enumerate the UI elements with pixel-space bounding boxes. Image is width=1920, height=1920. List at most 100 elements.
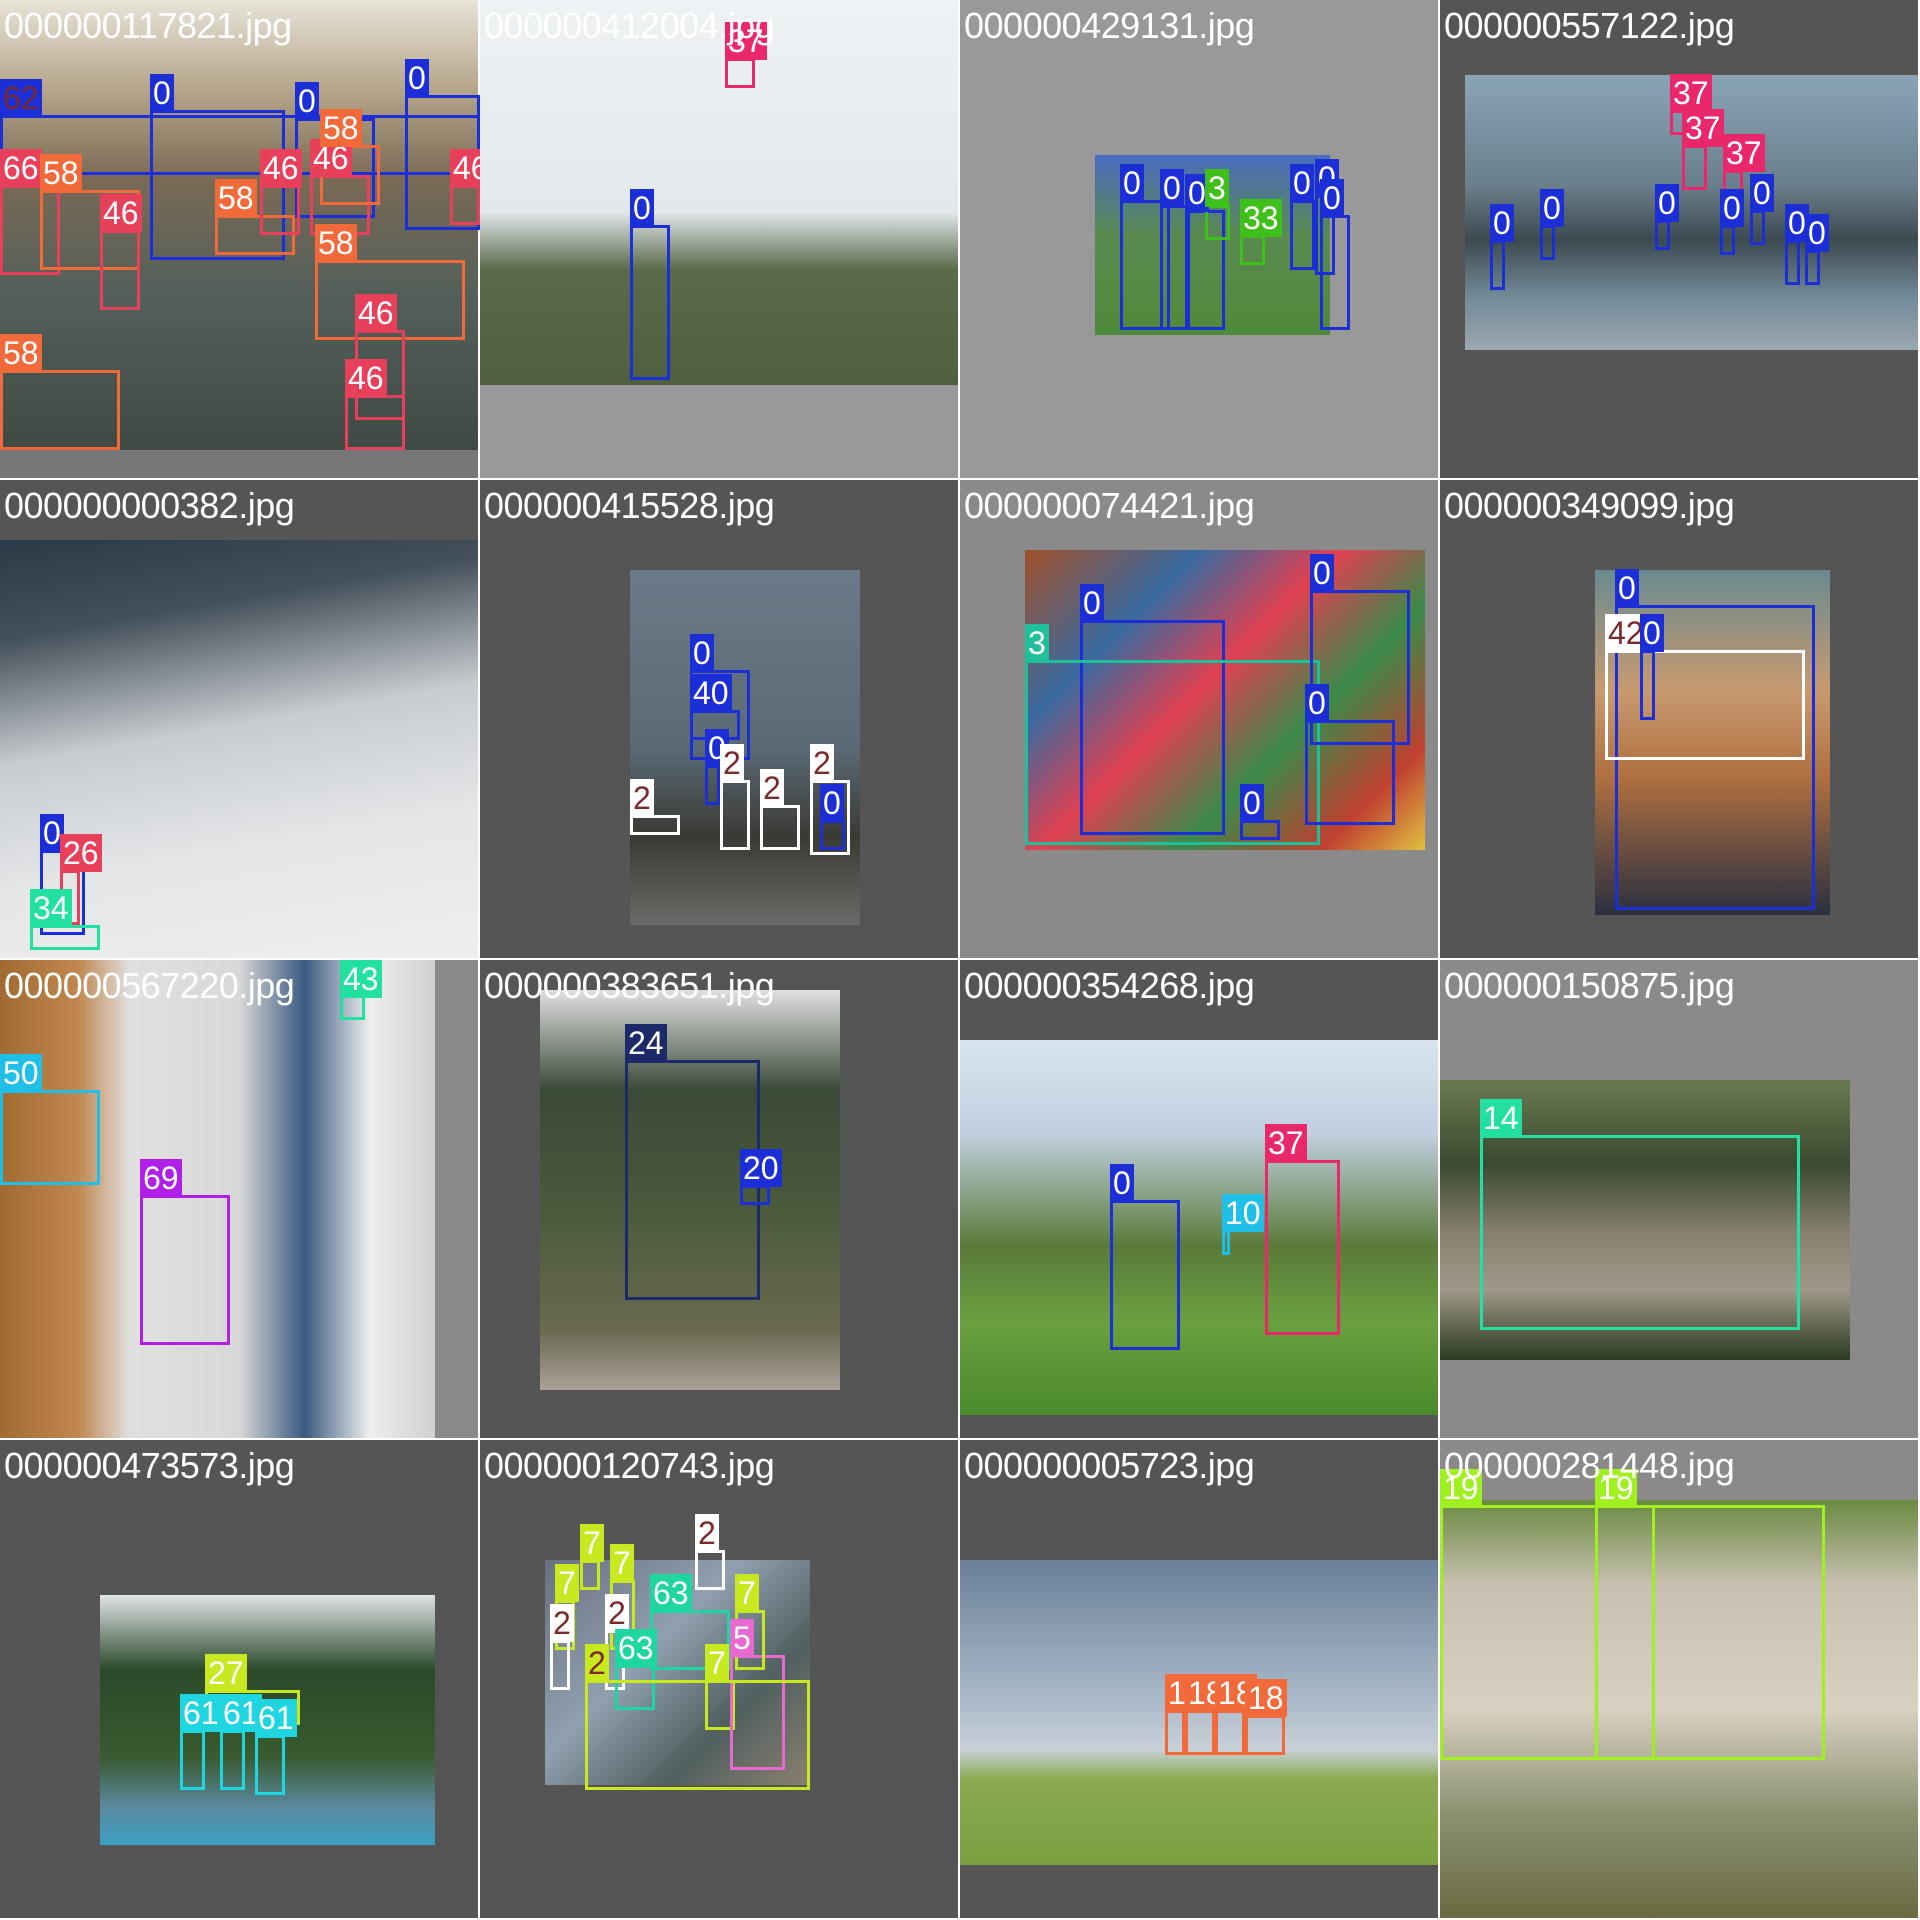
image-tile: 43 50 69 000000567220.jpg	[0, 960, 480, 1440]
class-label: 37	[1723, 134, 1765, 172]
class-label: 0	[1640, 614, 1664, 652]
class-label: 0	[40, 814, 64, 852]
image-tile: 7 7 7 2 2 2 63 63 7 5 7 2 000000120743.jpg	[480, 1440, 960, 1920]
bounding-box	[580, 1560, 600, 1590]
bounding-box	[630, 815, 680, 835]
class-label: 69	[140, 1159, 182, 1197]
bounding-box	[1490, 240, 1505, 290]
filename-label: 000000074421.jpg	[964, 485, 1255, 526]
class-label: 2	[630, 779, 654, 817]
filename-label: 000000117821.jpg	[4, 5, 292, 46]
image-tile: 37 37 37 0 0 0 0 0 0 0 000000557122.jpg	[1440, 0, 1920, 480]
class-label: 2	[720, 744, 744, 782]
class-label: 0	[1490, 204, 1514, 242]
bounding-box	[1290, 200, 1315, 270]
class-label: 7	[580, 1524, 604, 1562]
class-label: 26	[60, 834, 102, 872]
bounding-box	[1165, 1710, 1185, 1755]
class-label: 46	[450, 149, 480, 187]
bounding-box	[1605, 650, 1805, 760]
bounding-box	[550, 1640, 570, 1690]
class-label: 0	[690, 634, 714, 672]
bounding-box	[100, 230, 140, 310]
class-label: 0	[1240, 784, 1264, 822]
class-label: 63	[650, 1574, 692, 1612]
class-label: 0	[1655, 184, 1679, 222]
class-label: 58	[320, 109, 362, 147]
class-label: 27	[205, 1654, 247, 1692]
bounding-box	[760, 805, 800, 850]
class-label: 2	[810, 744, 834, 782]
class-label: 7	[555, 1564, 579, 1602]
bounding-box	[1110, 1200, 1180, 1350]
bounding-box	[450, 185, 480, 225]
image-tile: 14 000000150875.jpg	[1440, 960, 1920, 1440]
bounding-box	[1185, 1710, 1215, 1755]
bounding-box	[730, 1655, 785, 1770]
filename-label: 000000415528.jpg	[484, 485, 775, 526]
image-tile: 24 20 000000383651.jpg	[480, 960, 960, 1440]
class-label: 33	[1240, 199, 1282, 237]
bounding-box	[1025, 660, 1320, 845]
image-tile: 0 42 0 000000349099.jpg	[1440, 480, 1920, 960]
class-label: 0	[1615, 569, 1639, 607]
filename-label: 000000412004.jpg	[484, 5, 775, 46]
bounding-box	[1540, 225, 1555, 260]
image-tile: 0 0 0 62 66 58 46 58 46 46 58 58 46 46 58 46 00000011782…	[0, 0, 480, 480]
class-label: 19	[1440, 1469, 1482, 1507]
photo	[0, 0, 480, 450]
class-label: 46	[345, 359, 387, 397]
class-label: 34	[30, 889, 72, 927]
class-label: 63	[615, 1629, 657, 1667]
class-label: 2	[550, 1604, 574, 1642]
class-label: 37	[1682, 109, 1724, 147]
bounding-box	[1080, 620, 1225, 835]
class-label: 2	[695, 1514, 719, 1552]
image-tile: 0 3 0 0 0 000000074421.jpg	[960, 480, 1440, 960]
class-label: 0	[1720, 189, 1744, 227]
bounding-box	[1682, 145, 1707, 190]
class-label: 3	[1025, 624, 1049, 662]
bounding-box	[220, 1730, 245, 1790]
bounding-box	[345, 395, 405, 450]
class-label: 0	[1160, 169, 1184, 207]
photo	[540, 990, 840, 1390]
class-label: 46	[355, 294, 397, 332]
class-label: 66	[0, 149, 42, 187]
bounding-box	[1720, 225, 1735, 255]
bounding-box	[1750, 210, 1765, 245]
filename-label: 000000557122.jpg	[1444, 5, 1735, 46]
image-tile: 0 26 34 000000000382.jpg	[0, 480, 480, 960]
image-tile: 37 0 000000412004.jpg	[480, 0, 960, 480]
bounding-box	[1640, 650, 1655, 720]
bounding-box	[725, 58, 755, 88]
class-label: 0	[630, 189, 654, 227]
class-label: 58	[215, 179, 257, 217]
bounding-box	[1265, 1160, 1340, 1335]
class-label: 7	[735, 1574, 759, 1612]
class-label: 20	[740, 1149, 782, 1187]
class-label: 58	[40, 154, 82, 192]
filename-label: 000000005723.jpg	[964, 1445, 1255, 1486]
class-label: 2	[760, 769, 784, 807]
bounding-box	[1440, 1505, 1655, 1760]
filename-label: 000000281448.jpg	[1444, 1445, 1735, 1486]
bounding-box	[260, 185, 300, 235]
filename-label: 000000349099.jpg	[1444, 485, 1735, 526]
class-label: 3	[1205, 169, 1229, 207]
filename-label: 000000120743.jpg	[484, 1445, 775, 1486]
class-label: 50	[0, 1054, 42, 1092]
class-label: 0	[405, 59, 429, 97]
class-label: 2	[605, 1594, 629, 1632]
class-label: 37	[1265, 1124, 1307, 1162]
class-label: 0	[295, 82, 319, 120]
image-tile: 0 40 0 2 2 2 2 0 000000415528.jpg	[480, 480, 960, 960]
class-label: 61	[255, 1699, 297, 1737]
bounding-box	[1480, 1135, 1800, 1330]
class-label: 0	[1750, 174, 1774, 212]
bounding-box	[1240, 820, 1280, 840]
filename-label: 000000429131.jpg	[964, 5, 1255, 46]
class-label: 0	[820, 784, 844, 822]
bounding-box	[695, 1550, 725, 1590]
